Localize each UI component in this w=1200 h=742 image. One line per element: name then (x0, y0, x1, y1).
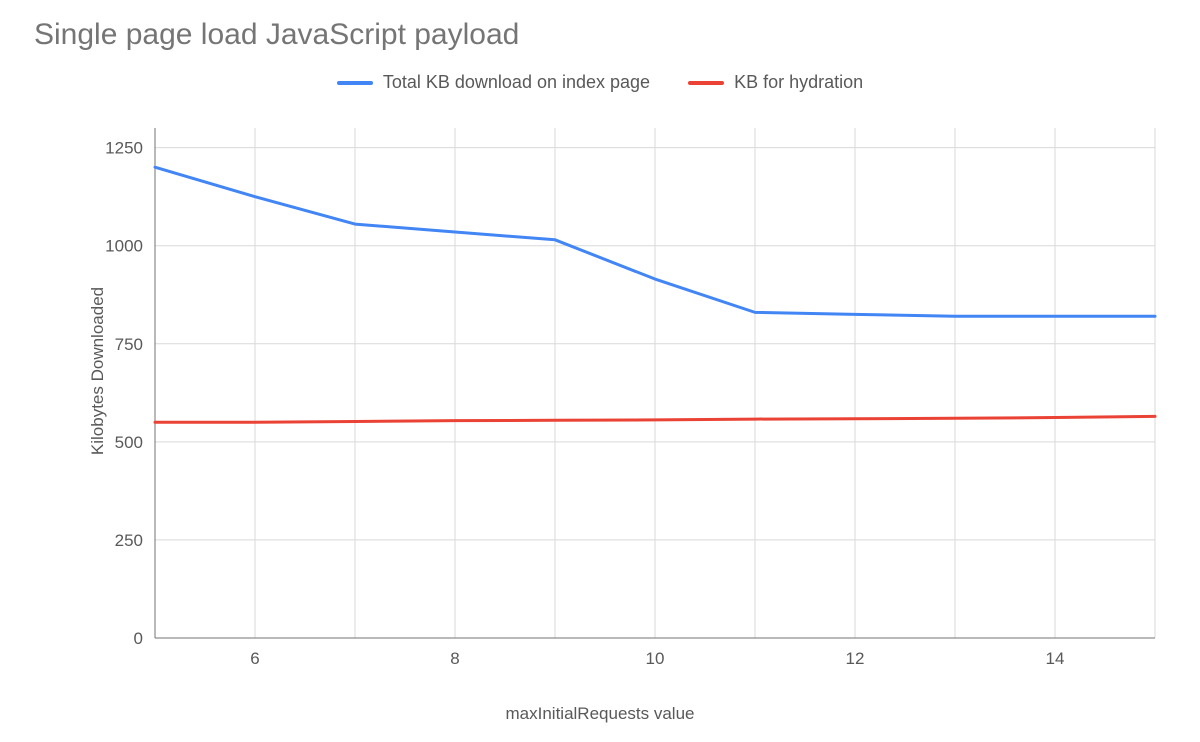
chart-container: Single page load JavaScript payload Tota… (0, 0, 1200, 742)
legend-label-total: Total KB download on index page (383, 72, 650, 93)
chart-title: Single page load JavaScript payload (34, 18, 519, 52)
ytick-label: 500 (115, 433, 143, 452)
x-axis-label: maxInitialRequests value (0, 704, 1200, 724)
legend-swatch-total (337, 81, 373, 85)
xtick-label: 8 (450, 649, 459, 668)
xtick-label: 12 (846, 649, 865, 668)
ytick-label: 0 (134, 629, 143, 648)
xtick-label: 6 (250, 649, 259, 668)
plot-svg: 02505007501000125068101214 (155, 128, 1155, 638)
legend-item-hydration: KB for hydration (688, 72, 863, 93)
ytick-label: 250 (115, 531, 143, 550)
legend-swatch-hydration (688, 81, 724, 85)
legend-label-hydration: KB for hydration (734, 72, 863, 93)
ytick-label: 750 (115, 335, 143, 354)
plot-area: 02505007501000125068101214 (155, 128, 1155, 638)
y-axis-label: Kilobytes Downloaded (88, 287, 108, 455)
xtick-label: 10 (646, 649, 665, 668)
ytick-label: 1250 (105, 139, 143, 158)
xtick-label: 14 (1046, 649, 1065, 668)
legend-item-total: Total KB download on index page (337, 72, 650, 93)
legend: Total KB download on index page KB for h… (0, 72, 1200, 93)
ytick-label: 1000 (105, 237, 143, 256)
